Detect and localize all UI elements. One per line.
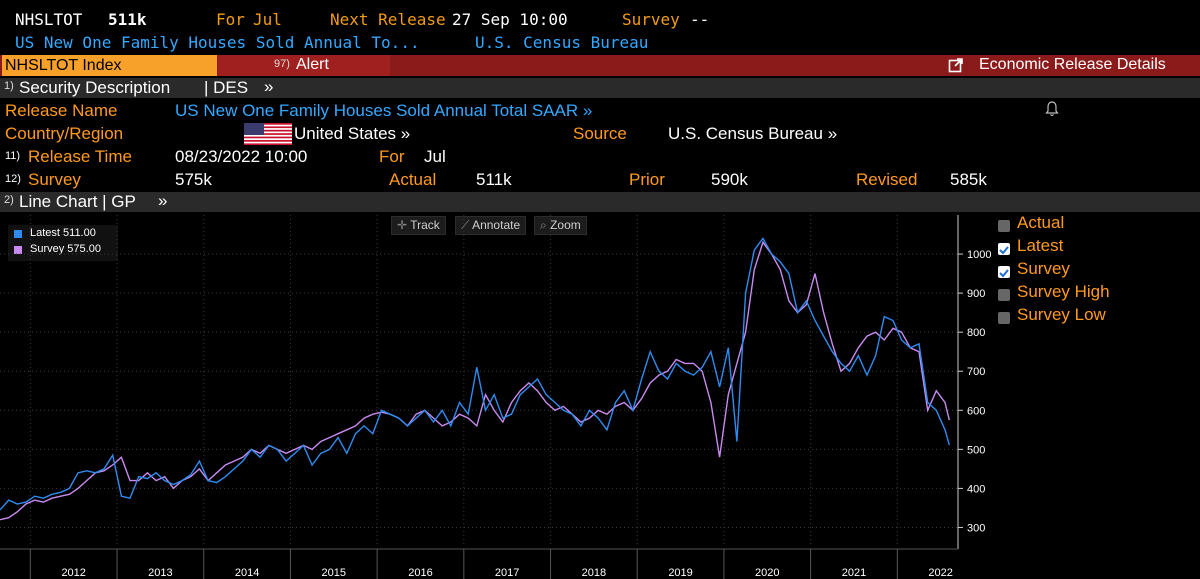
checkbox-latest[interactable] xyxy=(998,243,1010,255)
checkbox-survey-high[interactable] xyxy=(998,289,1010,301)
series-line-survey xyxy=(0,240,950,521)
crosshair-icon: ✛ xyxy=(397,218,408,232)
header-survey-label: Survey xyxy=(622,10,680,29)
header-source[interactable]: U.S. Census Bureau xyxy=(475,33,649,52)
x-tick-label: 2020 xyxy=(755,567,779,579)
release-time-num: 11) xyxy=(5,150,21,162)
pencil-icon: ⟋ xyxy=(461,218,470,232)
security-description-bar[interactable] xyxy=(0,78,1200,98)
prior-label: Prior xyxy=(629,170,665,189)
security-desc-num: 1) xyxy=(4,80,14,92)
y-tick-label: 300 xyxy=(967,522,985,534)
series-toggles: Actual Latest Survey Survey High Survey … xyxy=(996,213,1196,333)
us-flag-icon xyxy=(244,123,292,145)
magnifier-icon: ⌕ xyxy=(540,218,547,232)
header-description[interactable]: US New One Family Houses Sold Annual To.… xyxy=(15,33,420,52)
line-chart-bar[interactable] xyxy=(0,192,1200,212)
y-tick-label: 500 xyxy=(967,444,985,456)
x-tick-label: 2021 xyxy=(842,567,866,579)
next-release-value: 27 Sep 10:00 xyxy=(452,10,568,29)
y-tick-label: 400 xyxy=(967,483,985,495)
survey-value: 575k xyxy=(175,170,212,189)
line-chart-num: 2) xyxy=(4,194,14,206)
x-tick-label: 2019 xyxy=(668,567,692,579)
alert-button[interactable]: 97) Alert xyxy=(218,55,390,76)
index-field[interactable]: NHSLTOT Index xyxy=(2,55,217,76)
econ-release-details-button[interactable]: Economic Release Details xyxy=(979,56,1166,73)
survey-num: 12) xyxy=(5,173,21,185)
x-tick-label: 2022 xyxy=(928,567,952,579)
security-desc-arrow[interactable]: » xyxy=(264,77,274,96)
toggle-survey-low-label: Survey Low xyxy=(1017,305,1106,324)
y-tick-label: 800 xyxy=(967,327,985,339)
header-survey-value: -- xyxy=(690,10,710,29)
survey-label: Survey xyxy=(28,170,81,189)
ticker: NHSLTOT xyxy=(15,10,83,29)
header-for-label: For xyxy=(216,10,245,29)
revised-value: 585k xyxy=(950,170,987,189)
prior-value: 590k xyxy=(711,170,748,189)
toggle-survey-high-label: Survey High xyxy=(1017,282,1110,301)
release-name-value[interactable]: US New One Family Houses Sold Annual Tot… xyxy=(175,101,593,120)
actual-value: 511k xyxy=(476,170,512,189)
alert-label: Alert xyxy=(296,56,329,73)
country-label: Country/Region xyxy=(5,124,124,143)
revised-label: Revised xyxy=(856,170,918,189)
series-line-latest xyxy=(0,237,950,511)
release-for-label: For xyxy=(379,147,405,166)
zoom-button[interactable]: ⌕ Zoom xyxy=(534,216,587,235)
x-tick-label: 2012 xyxy=(61,567,85,579)
y-tick-label: 600 xyxy=(967,405,985,417)
x-tick-label: 2017 xyxy=(495,567,519,579)
annotate-label: Annotate xyxy=(472,218,521,232)
line-chart[interactable]: 300 400 500 600 700 800 900 1000 2012 2013 2014 201… xyxy=(0,210,1000,579)
toggle-survey-label: Survey xyxy=(1017,259,1070,278)
survey-legend: Survey 575.00 xyxy=(30,243,101,255)
line-chart-arrow[interactable]: » xyxy=(158,191,168,210)
security-desc-label[interactable]: Security Description xyxy=(19,78,171,97)
x-tick-label: 2013 xyxy=(148,567,172,579)
chart-legend: Latest 511.00 Survey 575.00 xyxy=(8,225,118,261)
annotate-button[interactable]: ⟋ Annotate xyxy=(455,216,527,235)
country-value[interactable]: United States » xyxy=(294,124,411,143)
x-tick-label: 2015 xyxy=(322,567,346,579)
x-tick-label: 2018 xyxy=(582,567,606,579)
actual-label: Actual xyxy=(389,170,437,189)
latest-swatch xyxy=(14,230,22,238)
survey-swatch xyxy=(14,246,22,254)
latest-legend: Latest 511.00 xyxy=(30,227,96,239)
header-for-value: Jul xyxy=(253,10,282,29)
release-time-label: Release Time xyxy=(28,147,132,166)
track-button[interactable]: ✛ Track xyxy=(391,216,446,235)
release-name-label: Release Name xyxy=(5,101,118,120)
x-tick-label: 2016 xyxy=(408,567,432,579)
y-tick-label: 700 xyxy=(967,366,985,378)
x-tick-label: 2014 xyxy=(235,567,259,579)
external-link-icon[interactable] xyxy=(948,57,964,73)
zoom-label: Zoom xyxy=(550,218,581,232)
next-release-label: Next Release xyxy=(330,10,446,29)
line-chart-label[interactable]: Line Chart | GP xyxy=(19,192,136,211)
bell-icon[interactable] xyxy=(1045,101,1059,117)
y-tick-label: 900 xyxy=(967,288,985,300)
checkbox-survey[interactable] xyxy=(998,266,1010,278)
checkbox-actual[interactable] xyxy=(998,220,1010,232)
toggle-actual-label: Actual xyxy=(1017,213,1065,232)
release-for-value: Jul xyxy=(424,147,446,166)
toggle-latest-label: Latest xyxy=(1017,236,1064,255)
y-tick-label: 1000 xyxy=(967,249,991,261)
header-value: 511k xyxy=(108,10,147,29)
source-label: Source xyxy=(573,124,627,143)
security-desc-code: | DES xyxy=(204,78,249,97)
alert-num: 97) xyxy=(274,58,290,70)
source-value[interactable]: U.S. Census Bureau » xyxy=(668,124,838,143)
checkbox-survey-low[interactable] xyxy=(998,312,1010,324)
track-label: Track xyxy=(410,218,440,232)
release-time-value: 08/23/2022 10:00 xyxy=(175,147,308,166)
